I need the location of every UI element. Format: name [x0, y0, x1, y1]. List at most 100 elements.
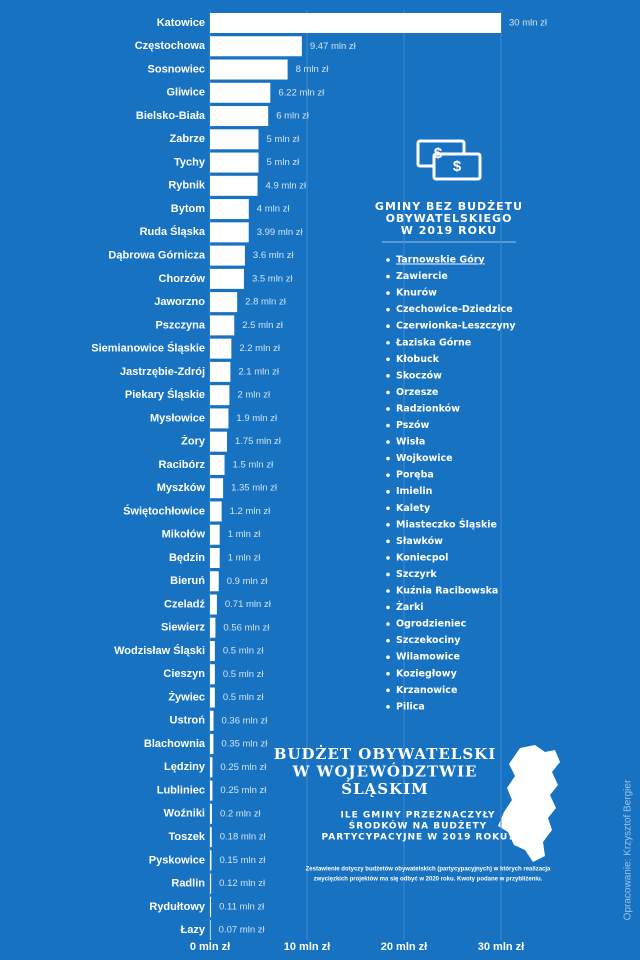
bar [210, 13, 501, 33]
bullet [386, 274, 390, 279]
category-label: Pyskowice [149, 854, 205, 866]
bullet [386, 407, 390, 411]
bar [210, 338, 232, 359]
bullet [386, 506, 390, 511]
bar [210, 431, 227, 452]
value-label: 4.9 mln zł [266, 180, 308, 191]
value-label: 5 mln zł [267, 134, 301, 145]
value-label: 0.56 mln zł [223, 622, 270, 633]
bar [210, 873, 212, 894]
list-item: Krzanowice [396, 685, 457, 696]
bar [210, 687, 215, 708]
bar [210, 106, 269, 127]
value-label: 1.5 mln zł [233, 459, 275, 470]
category-label: Sosnowiec [148, 63, 205, 75]
bullet [386, 307, 390, 312]
money-icon: $ $ [416, 139, 482, 181]
list-item: Radzionków [396, 403, 460, 414]
value-label: 0.12 mln zł [219, 878, 266, 889]
value-label: 30 mln zł [509, 18, 548, 29]
category-label: Bytom [171, 203, 205, 215]
bullet [386, 324, 390, 329]
subtitle: ŚRODKÓW NA BUDŻETY [349, 820, 487, 832]
category-label: Blachownia [144, 738, 206, 750]
bar [210, 292, 238, 313]
note: zwycięzkich projektów ma się odbyć w 202… [314, 877, 543, 883]
bullet [386, 340, 390, 345]
bar [210, 617, 216, 638]
category-label: Tychy [174, 156, 206, 168]
category-label: Pszczyna [155, 319, 205, 331]
list-item: Kłobuck [396, 354, 440, 365]
list-item: Knurów [396, 288, 437, 299]
list-item: Wilamowice [396, 652, 460, 663]
bullet [386, 374, 390, 378]
x-tick-label: 30 mln zł [478, 941, 524, 953]
category-label: Piekary Śląskie [125, 388, 205, 401]
category-label: Rydułtowy [149, 901, 205, 913]
bullet [386, 671, 390, 676]
value-label: 0.5 mln zł [223, 646, 265, 657]
bar [210, 199, 249, 220]
category-label: Będzin [169, 552, 205, 564]
bar [210, 454, 225, 475]
bullet [386, 390, 390, 395]
bar [210, 641, 215, 662]
list-item: Żarki [396, 602, 424, 613]
list-item: Szczekociny [396, 635, 461, 646]
list-item: Poręba [396, 470, 434, 481]
category-label: Żywiec [168, 690, 205, 703]
category-label: Racibórz [159, 459, 206, 471]
value-label: 0.2 mln zł [220, 808, 262, 819]
category-label: Lubliniec [157, 784, 205, 796]
category-label: Żory [181, 435, 206, 448]
category-label: Czeladź [164, 598, 205, 610]
category-label: Siemianowice Śląskie [91, 342, 205, 355]
category-label: Jastrzębie-Zdrój [120, 366, 205, 378]
bullet [386, 556, 390, 560]
bar [210, 571, 219, 592]
bar [210, 315, 235, 336]
category-label: Siewierz [161, 622, 206, 634]
list-item: Zawiercie [396, 271, 448, 282]
bullet [386, 655, 390, 659]
value-label: 3.5 mln zł [252, 273, 294, 284]
value-label: 0.15 mln zł [219, 855, 266, 866]
bar [210, 175, 258, 196]
bullet [386, 489, 390, 494]
category-label: Cieszyn [163, 668, 205, 680]
bullet [386, 357, 390, 362]
category-label: Łazy [181, 924, 206, 936]
bar [210, 757, 213, 778]
bullet [386, 258, 390, 262]
category-label: Myszków [157, 482, 206, 494]
value-label: 2.5 mln zł [242, 320, 284, 331]
value-label: 1.9 mln zł [236, 413, 278, 424]
list-item: Wojkowice [396, 453, 453, 464]
value-label: 8 mln zł [296, 64, 330, 75]
value-label: 0.18 mln zł [220, 832, 267, 843]
category-label: Toszek [169, 831, 206, 843]
bar [210, 385, 230, 406]
value-label: 0.35 mln zł [221, 739, 268, 750]
value-label: 0.25 mln zł [220, 762, 267, 773]
value-label: 2 mln zł [237, 390, 271, 401]
list-item: Łaziska Górne [395, 337, 471, 348]
bar [210, 734, 214, 755]
bar [210, 524, 220, 545]
value-label: 9.47 mln zł [310, 41, 357, 52]
category-label: Bielsko-Biała [136, 110, 206, 122]
bar [210, 710, 214, 731]
svg-text:$: $ [434, 145, 443, 162]
subtitle: ILE GMINY PRZEZNACZYŁY [340, 811, 495, 821]
value-label: 2.8 mln zł [245, 297, 287, 308]
value-label: 1.35 mln zł [231, 483, 278, 494]
list-item: Pszów [396, 420, 430, 431]
list-item: Pilica [396, 701, 425, 712]
category-label: Bieruń [170, 575, 205, 587]
bar [210, 129, 259, 150]
list-item: Tarnowskie Góry [396, 255, 485, 266]
bullet [386, 705, 390, 709]
category-label: Lędziny [164, 761, 206, 773]
